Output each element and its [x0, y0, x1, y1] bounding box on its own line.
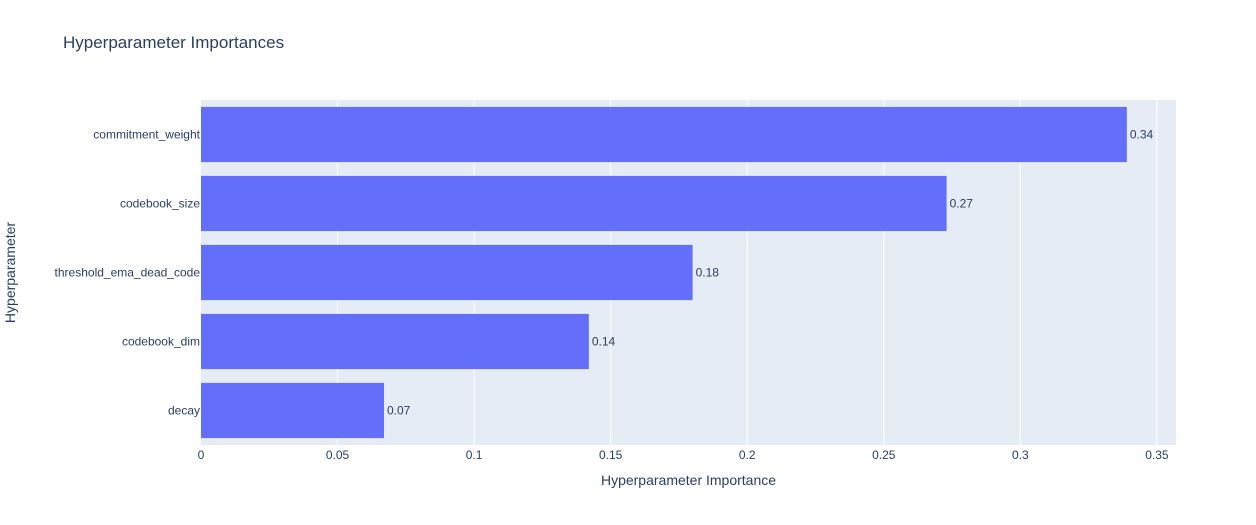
bar-data-label: 0.34: [1130, 128, 1154, 142]
x-tick-label: 0.1: [466, 448, 483, 462]
y-tick-label: codebook_dim: [122, 335, 200, 349]
x-tick-label: 0: [198, 448, 205, 462]
bar-data-label: 0.14: [592, 335, 616, 349]
x-tick-label: 0.15: [599, 448, 623, 462]
x-tick-label: 0.35: [1145, 448, 1169, 462]
bar-data-label: 0.07: [387, 404, 411, 418]
x-tick-label: 0.05: [326, 448, 350, 462]
x-axis-ticks: 0 0.05 0.1 0.15 0.2 0.25 0.3 0.35: [198, 448, 1169, 462]
bar: [201, 175, 947, 232]
y-axis-title: Hyperparameter: [2, 222, 18, 323]
x-axis-title: Hyperparameter Importance: [601, 472, 776, 488]
y-axis-ticks: commitment_weight codebook_size threshold_…: [55, 128, 201, 418]
bars: 0.34 0.27 0.18 0.14 0.07: [201, 106, 1154, 439]
bar: [201, 106, 1127, 163]
bar-data-label: 0.27: [950, 197, 974, 211]
x-tick-label: 0.3: [1012, 448, 1029, 462]
y-tick-label: threshold_ema_dead_code: [55, 266, 201, 280]
bar: [201, 313, 589, 370]
x-tick-label: 0.2: [739, 448, 756, 462]
y-tick-label: decay: [168, 404, 200, 418]
x-tick-label: 0.25: [872, 448, 896, 462]
bar: [201, 382, 384, 439]
chart-title: Hyperparameter Importances: [63, 33, 285, 52]
bar: [201, 244, 693, 301]
y-tick-label: commitment_weight: [93, 128, 200, 142]
y-tick-label: codebook_size: [120, 197, 200, 211]
bar-data-label: 0.18: [696, 266, 720, 280]
